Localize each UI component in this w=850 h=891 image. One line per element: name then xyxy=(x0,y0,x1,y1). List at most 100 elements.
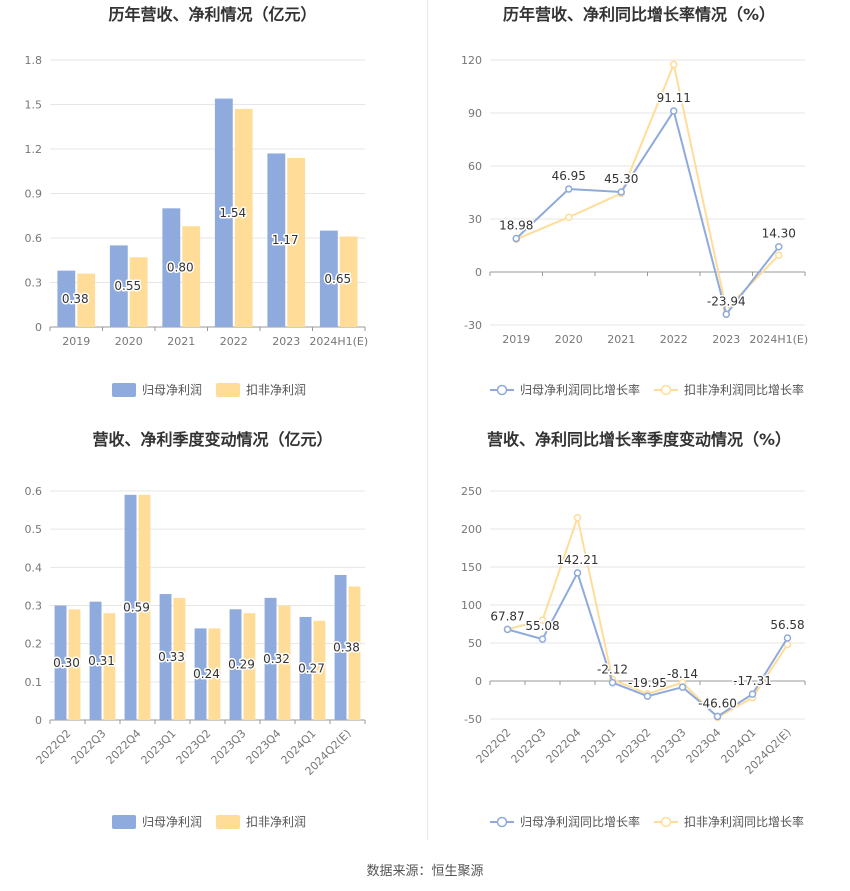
x-tick-label: 2019 xyxy=(62,335,90,348)
chart-title: 历年营收、净利情况（亿元） xyxy=(108,5,316,24)
x-tick-label: 2022Q2 xyxy=(34,727,74,767)
x-tick-label: 2023Q1 xyxy=(139,727,179,767)
bar-deducted-net-profit xyxy=(287,157,306,327)
bar-deducted-net-profit xyxy=(278,605,291,720)
data-label: 0.31 xyxy=(88,654,115,668)
bar-deducted-net-profit xyxy=(234,108,253,327)
legend-swatch xyxy=(216,383,240,397)
legend-label: 归母净利润同比增长率 xyxy=(520,382,640,397)
data-label: 0.30 xyxy=(53,656,80,670)
x-tick-label: 2022Q4 xyxy=(544,726,584,766)
x-tick-label: 2020 xyxy=(555,333,583,346)
x-tick-label: 2023Q3 xyxy=(209,727,249,767)
y-tick-label: 0 xyxy=(35,321,42,334)
data-label: 0.38 xyxy=(333,640,360,654)
data-label: 0.59 xyxy=(123,600,150,614)
y-tick-label: 120 xyxy=(461,54,482,67)
chart-quarterly-growth: 营收、净利同比增长率季度变动情况（%） -50 0 50 100 150 200 250 202… xyxy=(428,425,850,845)
data-label: 0.27 xyxy=(298,661,325,675)
y-tick-label: 150 xyxy=(461,561,482,574)
data-point xyxy=(775,242,783,251)
data-point xyxy=(783,634,792,642)
chart-annual-growth: 历年营收、净利同比增长率情况（%） -30 0 30 60 90 120 2019 2020 20… xyxy=(428,0,850,420)
x-tick-label: 2023 xyxy=(272,335,300,348)
x-tick-label: 2022Q4 xyxy=(104,727,144,767)
data-label: 0.29 xyxy=(228,658,255,672)
y-tick-label: 200 xyxy=(461,523,482,536)
x-tick-label: 2021 xyxy=(607,333,635,346)
legend-marker xyxy=(660,816,672,828)
y-tick-label: 0.4 xyxy=(25,561,43,574)
bar-deducted-net-profit xyxy=(348,586,361,720)
data-label: 46.95 xyxy=(552,169,586,183)
data-label: 0.55 xyxy=(114,279,141,293)
legend-label: 归母净利润同比增长率 xyxy=(520,814,640,829)
bar-deducted-net-profit xyxy=(77,273,96,327)
x-tick-label: 2022Q3 xyxy=(509,726,549,766)
y-tick-label: -30 xyxy=(464,319,482,332)
bar-parent-net-profit xyxy=(267,153,286,327)
data-point xyxy=(573,513,582,522)
y-tick-label: 0.5 xyxy=(25,523,43,536)
bar-parent-net-profit xyxy=(214,98,233,327)
data-point xyxy=(722,310,730,319)
data-source-note: 数据来源：恒生聚源 xyxy=(366,864,484,879)
data-label: -19.95 xyxy=(628,676,667,690)
y-tick-label: 0 xyxy=(475,266,482,279)
x-tick-label: 2022Q2 xyxy=(474,726,514,766)
bar-parent-net-profit xyxy=(194,628,207,720)
bar-deducted-net-profit xyxy=(173,597,186,720)
legend-marker xyxy=(496,816,508,828)
y-tick-label: -50 xyxy=(464,713,482,726)
legend-label: 归母净利润 xyxy=(142,815,202,829)
data-point xyxy=(670,60,678,69)
data-point xyxy=(713,712,722,721)
x-tick-label: 2022Q3 xyxy=(69,727,109,767)
chart-quarterly-profit: 营收、净利季度变动情况（亿元） 0 0.1 0.2 0.3 0.4 0.5 0.6 2022Q2… xyxy=(0,425,425,845)
data-label: 14.30 xyxy=(762,227,796,241)
data-label: 1.54 xyxy=(219,206,246,220)
chart-annual-profit: 历年营收、净利情况（亿元） 0 0.3 0.6 0.9 1.2 1.5 1.8 2019 2020… xyxy=(0,0,425,420)
y-tick-label: 100 xyxy=(461,599,482,612)
y-tick-label: 1.5 xyxy=(25,99,43,112)
data-label: 45.30 xyxy=(604,172,638,186)
chart-title: 历年营收、净利同比增长率情况（%） xyxy=(503,5,775,24)
data-label: 0.80 xyxy=(167,261,194,275)
y-tick-label: 0 xyxy=(475,675,482,688)
x-tick-label: 2023Q4 xyxy=(684,726,724,766)
data-label: -23.94 xyxy=(707,294,746,308)
data-label: 0.65 xyxy=(324,272,351,286)
x-tick-label: 2023Q4 xyxy=(244,727,284,767)
series-line-parent xyxy=(515,108,780,317)
bar-parent-net-profit xyxy=(89,601,102,720)
data-point xyxy=(643,692,652,700)
data-point xyxy=(748,690,757,698)
legend-swatch xyxy=(216,815,240,829)
legend-swatch xyxy=(112,383,136,397)
bar-deducted-net-profit xyxy=(208,628,221,720)
data-point xyxy=(608,678,617,687)
data-label: -2.12 xyxy=(597,663,628,677)
series-line-deducted xyxy=(515,61,780,312)
legend-label: 扣非净利润 xyxy=(246,815,306,829)
bar-deducted-net-profit xyxy=(182,226,201,327)
x-tick-label: 2023Q2 xyxy=(614,726,654,766)
data-point xyxy=(503,625,512,634)
y-tick-label: 1.2 xyxy=(25,143,43,156)
bar-parent-net-profit xyxy=(299,616,312,720)
y-tick-label: 0.2 xyxy=(25,638,43,651)
legend-marker xyxy=(660,384,672,396)
data-label: 142.21 xyxy=(557,553,599,567)
x-tick-label: 2020 xyxy=(115,335,143,348)
y-tick-label: 250 xyxy=(461,485,482,498)
data-label: -17.31 xyxy=(733,674,772,688)
y-tick-label: 50 xyxy=(468,637,482,650)
bar-deducted-net-profit xyxy=(103,613,116,720)
legend-label: 归母净利润 xyxy=(142,383,202,397)
chart-title: 营收、净利同比增长率季度变动情况（%） xyxy=(487,430,791,449)
y-tick-label: 0 xyxy=(35,714,42,727)
data-point xyxy=(670,107,678,115)
bar-parent-net-profit xyxy=(229,609,242,720)
bar-parent-net-profit xyxy=(264,597,277,720)
data-label: 55.08 xyxy=(525,619,559,633)
